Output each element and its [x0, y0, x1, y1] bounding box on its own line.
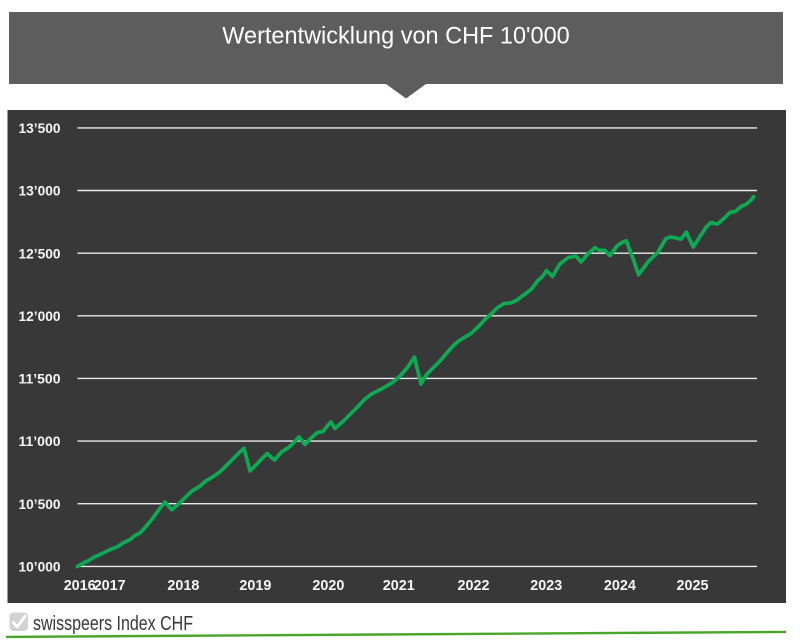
svg-text:10’000: 10’000 — [19, 559, 61, 575]
svg-text:2024: 2024 — [604, 577, 637, 594]
svg-text:2025: 2025 — [677, 577, 709, 594]
svg-text:10’500: 10’500 — [19, 496, 61, 512]
svg-text:11’000: 11’000 — [19, 433, 61, 449]
svg-text:2021: 2021 — [383, 577, 415, 594]
svg-text:2017: 2017 — [94, 577, 126, 594]
svg-text:swisspeers Index CHF: swisspeers Index CHF — [33, 613, 193, 635]
svg-text:13’500: 13’500 — [19, 120, 61, 136]
svg-text:2023: 2023 — [530, 577, 562, 594]
svg-text:Wertentwicklung von CHF 10'000: Wertentwicklung von CHF 10'000 — [222, 23, 570, 50]
svg-text:12’000: 12’000 — [19, 308, 61, 324]
svg-text:2016: 2016 — [64, 577, 96, 594]
svg-text:11’500: 11’500 — [19, 371, 61, 387]
svg-text:2022: 2022 — [458, 577, 490, 594]
svg-text:2018: 2018 — [167, 577, 199, 594]
svg-text:2019: 2019 — [239, 577, 271, 594]
svg-text:2020: 2020 — [312, 577, 344, 594]
svg-text:12’500: 12’500 — [19, 245, 61, 261]
svg-text:13’000: 13’000 — [19, 183, 61, 199]
